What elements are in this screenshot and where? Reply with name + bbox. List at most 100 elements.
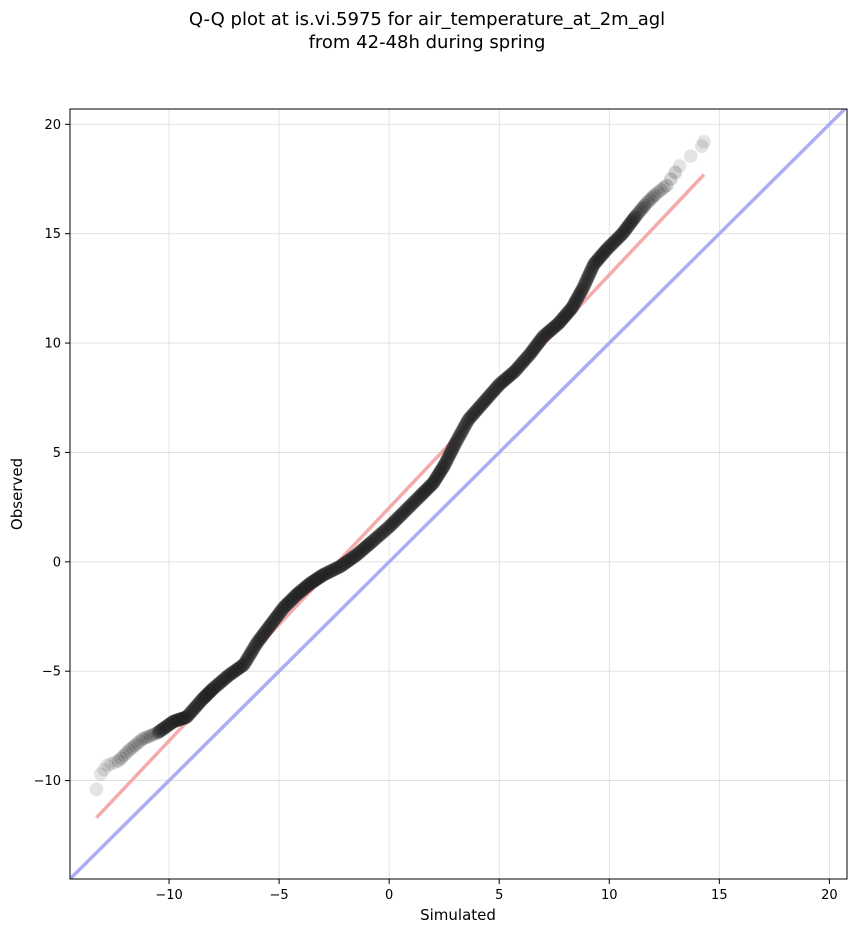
quantile-point <box>167 714 182 728</box>
quantile-point <box>255 629 269 644</box>
quantile-point <box>553 314 568 328</box>
quantile-point <box>421 480 436 495</box>
quantile-point <box>426 476 440 490</box>
quantile-point <box>415 487 429 502</box>
quantile-point <box>566 298 581 313</box>
quantile-point <box>446 440 461 454</box>
quantile-point <box>407 494 422 509</box>
quantile-point <box>454 426 468 441</box>
quantile-point <box>282 595 296 609</box>
quantile-point <box>283 594 297 608</box>
quantile-point <box>469 404 483 418</box>
quantile-point <box>94 767 108 781</box>
quantile-point <box>228 664 242 678</box>
quantile-point <box>424 478 439 492</box>
quantile-point <box>281 596 296 610</box>
quantile-point <box>488 382 502 397</box>
quantile-point <box>359 540 373 554</box>
quantile-point <box>310 571 325 586</box>
quantile-point <box>560 306 574 321</box>
quantile-point <box>540 325 555 340</box>
quantile-point <box>432 466 447 480</box>
quantile-point <box>583 266 597 280</box>
quantile-point <box>456 421 471 436</box>
quantile-point <box>554 313 569 327</box>
quantile-point <box>563 303 577 318</box>
quantile-point <box>289 587 304 602</box>
quantile-point <box>595 247 610 262</box>
quantile-point <box>612 230 626 244</box>
quantile-point <box>630 207 645 221</box>
quantile-point <box>458 417 473 432</box>
quantile-point <box>312 570 327 585</box>
quantile-point <box>202 685 216 700</box>
quantile-point <box>203 685 217 699</box>
quantile-point <box>568 295 582 310</box>
quantile-point <box>433 465 448 479</box>
quantile-point <box>174 712 188 726</box>
quantile-point <box>643 192 658 207</box>
quantile-point <box>140 730 155 744</box>
quantile-point <box>201 686 216 701</box>
quantile-point <box>538 327 553 342</box>
quantile-point <box>439 454 454 468</box>
x-tick-label: −5 <box>270 888 289 903</box>
quantile-point <box>259 623 274 638</box>
quantile-point <box>290 587 305 601</box>
grid-lines <box>70 109 847 879</box>
y-tick-label: 20 <box>44 118 61 133</box>
quantile-point <box>434 463 448 478</box>
y-axis-label: Observed <box>8 458 26 530</box>
quantile-point <box>366 534 380 548</box>
quantile-point <box>697 135 711 149</box>
quantile-point <box>278 599 293 613</box>
quantile-point <box>258 624 273 639</box>
quantile-point <box>526 343 540 358</box>
quantile-point <box>519 350 534 365</box>
quantile-point <box>627 210 642 225</box>
quantile-point <box>212 676 227 690</box>
quantile-point <box>304 576 318 590</box>
quantile-point <box>611 231 625 245</box>
quantile-point <box>328 561 343 576</box>
quantile-point <box>279 598 294 612</box>
quantile-point <box>525 344 539 359</box>
quantile-point <box>318 566 333 581</box>
quantile-point <box>256 627 271 641</box>
quantile-point <box>562 304 576 319</box>
quantile-point <box>341 553 356 568</box>
quantile-point <box>229 663 243 677</box>
quantile-point <box>544 323 558 337</box>
quantile-point <box>170 713 185 728</box>
quantile-point <box>639 196 654 210</box>
x-tick-label: 20 <box>821 888 838 903</box>
quantile-point <box>276 600 291 615</box>
quantile-point <box>193 695 207 709</box>
quantile-point <box>107 755 122 770</box>
quantile-point <box>587 257 601 272</box>
quantile-point <box>619 221 634 236</box>
quantile-point <box>515 355 530 370</box>
quantile-point <box>330 561 344 575</box>
quantile-point <box>299 580 313 594</box>
quantile-point <box>486 384 501 398</box>
quantile-point <box>135 732 150 746</box>
quantile-point <box>527 340 542 355</box>
quantile-point <box>427 475 441 489</box>
quantile-point <box>165 715 180 730</box>
quantile-point <box>325 563 339 578</box>
quantile-point <box>408 493 423 508</box>
quantile-point <box>395 506 410 521</box>
quantile-point <box>360 539 374 553</box>
quantile-point <box>460 414 475 429</box>
quantile-point <box>314 569 329 583</box>
quantile-point <box>382 520 396 534</box>
quantile-point <box>483 387 498 402</box>
quantile-point <box>220 669 235 684</box>
x-tick-label: 5 <box>495 888 503 903</box>
quantile-point <box>452 430 466 444</box>
quantile-point <box>233 660 248 674</box>
quantile-point <box>582 267 596 282</box>
quantile-point <box>444 444 459 459</box>
quantile-point <box>479 392 493 407</box>
